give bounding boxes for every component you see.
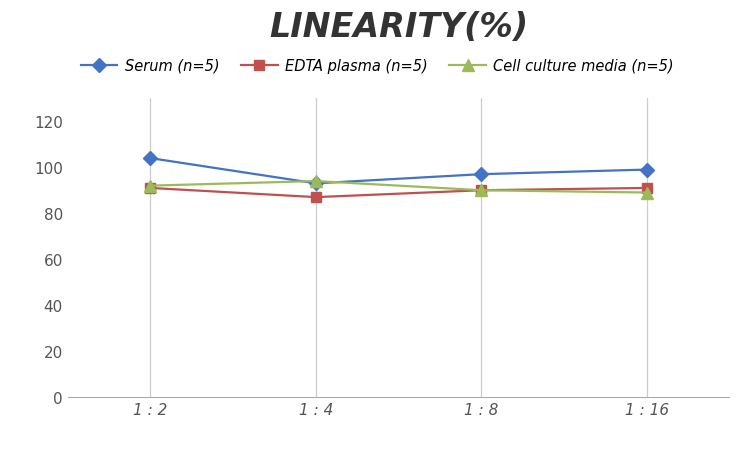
Line: Cell culture media (n=5): Cell culture media (n=5)	[145, 176, 652, 198]
EDTA plasma (n=5)	[311, 195, 320, 200]
Line: Serum (n=5): Serum (n=5)	[146, 154, 651, 189]
Cell culture media (n=5)	[477, 188, 486, 193]
Legend: Serum (n=5), EDTA plasma (n=5), Cell culture media (n=5): Serum (n=5), EDTA plasma (n=5), Cell cul…	[75, 53, 680, 79]
Serum (n=5)	[146, 156, 155, 161]
EDTA plasma (n=5)	[642, 186, 651, 191]
Serum (n=5)	[642, 167, 651, 173]
Line: EDTA plasma (n=5): EDTA plasma (n=5)	[146, 184, 651, 202]
Title: LINEARITY(%): LINEARITY(%)	[269, 11, 528, 44]
Serum (n=5)	[477, 172, 486, 178]
Cell culture media (n=5)	[311, 179, 320, 184]
Cell culture media (n=5)	[146, 184, 155, 189]
EDTA plasma (n=5)	[146, 186, 155, 191]
Serum (n=5)	[311, 181, 320, 187]
EDTA plasma (n=5)	[477, 188, 486, 193]
Cell culture media (n=5)	[642, 190, 651, 196]
